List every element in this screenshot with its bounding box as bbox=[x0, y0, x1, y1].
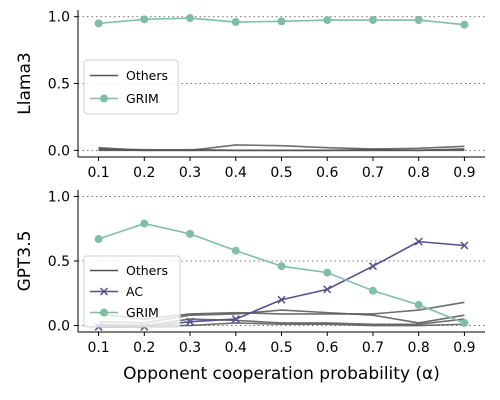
grim-data-point bbox=[414, 300, 423, 309]
ac-data-point bbox=[368, 262, 377, 271]
grim-data-point bbox=[231, 18, 240, 27]
y-tick-label: 1.0 bbox=[48, 10, 70, 26]
grim-data-point bbox=[460, 20, 469, 29]
x-tick-label: 0.2 bbox=[133, 340, 155, 356]
legend-item-ac: AC bbox=[90, 284, 143, 299]
grim-data-point bbox=[368, 286, 377, 295]
x-tick-label: 0.9 bbox=[453, 340, 475, 356]
y-axis-label: Llama3 bbox=[15, 52, 35, 114]
y-tick-label: 0.5 bbox=[48, 254, 70, 270]
ac-data-point bbox=[414, 237, 423, 246]
ac-data-point bbox=[323, 285, 332, 294]
legend-label: GRIM bbox=[126, 305, 159, 320]
y-tick-label: 0.0 bbox=[48, 319, 70, 335]
legend: Others GRIM bbox=[83, 59, 179, 115]
x-tick-label: 0.5 bbox=[270, 165, 292, 181]
x-tick-label: 0.4 bbox=[225, 165, 247, 181]
y-tick-label: 0.5 bbox=[48, 77, 70, 93]
legend-marker bbox=[99, 287, 109, 296]
x-tick-label: 0.4 bbox=[225, 340, 247, 356]
grim-data-point bbox=[140, 219, 149, 228]
x-tick-label: 0.3 bbox=[179, 165, 201, 181]
x-axis-label: Opponent cooperation probability (α) bbox=[123, 364, 440, 384]
x-tick-label: 0.1 bbox=[87, 165, 109, 181]
grim-data-point bbox=[94, 235, 103, 244]
llama3-panel: 0.0 0.5 1.0 0.1 0.2 0.3 0.4 0.5 0.6 0.7 0.8 0.9 Llam… bbox=[15, 10, 485, 181]
x-tick-label: 0.7 bbox=[362, 165, 384, 181]
x-tick-label: 0.1 bbox=[87, 340, 109, 356]
legend-item-others: Others bbox=[90, 263, 168, 278]
legend-item-grim: GRIM bbox=[90, 305, 159, 320]
legend-box bbox=[83, 59, 179, 115]
ac-data-point bbox=[460, 241, 469, 250]
grim-data-point bbox=[368, 16, 377, 25]
x-tick-label: 0.5 bbox=[270, 340, 292, 356]
legend-item-grim: GRIM bbox=[90, 91, 159, 106]
legend-marker bbox=[100, 308, 108, 317]
grim-data-point bbox=[231, 246, 240, 255]
ac-data-point bbox=[277, 295, 286, 304]
x-tick-label: 0.9 bbox=[453, 165, 475, 181]
legend-box bbox=[83, 255, 181, 328]
x-tick-label: 0.3 bbox=[179, 340, 201, 356]
legend-item-others: Others bbox=[90, 68, 168, 83]
legend-label: Others bbox=[126, 263, 168, 278]
grim-data-point bbox=[140, 15, 149, 24]
legend-marker bbox=[100, 94, 108, 103]
legend: Others AC GRIM bbox=[83, 255, 181, 328]
legend-label: GRIM bbox=[126, 91, 159, 106]
y-axis-label: GPT3.5 bbox=[15, 231, 35, 292]
legend-label: AC bbox=[126, 284, 143, 299]
grim-data-point bbox=[323, 16, 332, 25]
legend-label: Others bbox=[126, 68, 168, 83]
grim-data-point bbox=[414, 16, 423, 25]
grim-data-point bbox=[323, 268, 332, 277]
x-tick-label: 0.6 bbox=[316, 340, 338, 356]
grim-data-point bbox=[186, 14, 195, 23]
ac-data-point bbox=[186, 317, 195, 326]
x-tick-label: 0.7 bbox=[362, 340, 384, 356]
y-tick-label: 0.0 bbox=[48, 143, 70, 159]
x-tick-label: 0.6 bbox=[316, 165, 338, 181]
grim-data-point bbox=[94, 19, 103, 28]
y-tick-label: 1.0 bbox=[48, 189, 70, 205]
gpt35-panel: 0.0 0.5 1.0 0.1 0.2 0.3 0.4 0.5 0.6 0.7 0.8 0.9 GPT3… bbox=[15, 189, 485, 384]
ac-data-point bbox=[231, 315, 240, 324]
x-tick-label: 0.8 bbox=[408, 340, 430, 356]
grim-data-point bbox=[460, 318, 469, 327]
x-tick-label: 0.8 bbox=[408, 165, 430, 181]
x-tick-label: 0.2 bbox=[133, 165, 155, 181]
grim-data-point bbox=[277, 17, 286, 26]
grim-data-point bbox=[186, 229, 195, 238]
grim-data-point bbox=[277, 262, 286, 271]
